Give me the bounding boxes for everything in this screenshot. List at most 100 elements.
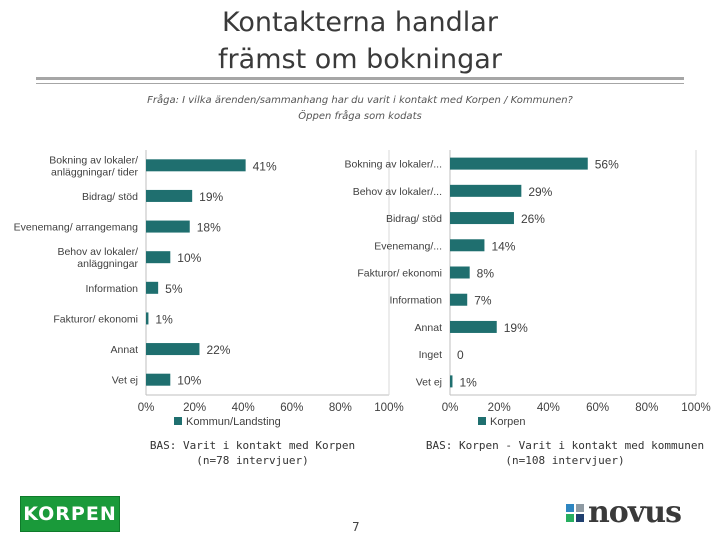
bar bbox=[146, 189, 193, 202]
legend-swatch bbox=[174, 417, 182, 425]
chart-svg: Bokning av lokaler/anläggningar/ tider 41… bbox=[14, 150, 404, 428]
bar bbox=[450, 375, 453, 388]
data-label: 1% bbox=[459, 375, 477, 389]
category-label-line: Evenemang/... bbox=[374, 240, 442, 252]
title-line-2: främst om bokningar bbox=[218, 44, 502, 75]
category-label-line: anläggningar/ tider bbox=[51, 166, 138, 178]
category-label: Information bbox=[389, 295, 442, 307]
tick-label: 20% bbox=[488, 402, 511, 414]
legend-label: Korpen bbox=[490, 416, 525, 428]
question-line-1: Fråga: I vilka ärenden/sammanhang har du… bbox=[147, 95, 573, 106]
category-label-line: Bokning av lokaler/... bbox=[345, 159, 442, 171]
category-label: Evenemang/ arrangemang bbox=[14, 222, 138, 234]
page-title: Kontakterna handlar främst om bokningar bbox=[0, 4, 720, 78]
bar bbox=[450, 212, 514, 225]
data-label: 1% bbox=[155, 312, 173, 326]
data-label: 56% bbox=[595, 158, 619, 172]
tick-label: 60% bbox=[586, 402, 609, 414]
data-label: 19% bbox=[199, 190, 223, 204]
data-label: 22% bbox=[206, 343, 230, 357]
data-label: 19% bbox=[504, 321, 528, 335]
category-label-line: Annat bbox=[111, 344, 139, 356]
category-label-line: Bokning av lokaler/ bbox=[49, 154, 138, 166]
bar bbox=[146, 373, 171, 386]
category-label-line: Information bbox=[85, 283, 138, 295]
title-rule-thin bbox=[36, 83, 684, 84]
category-label: Bidrag/ stöd bbox=[82, 191, 138, 203]
tick-label: 40% bbox=[537, 402, 560, 414]
tick-label: 60% bbox=[280, 402, 303, 414]
category-label: Fakturor/ ekonomi bbox=[357, 268, 442, 280]
question-line-2: Öppen fråga som kodats bbox=[298, 111, 422, 122]
category-label-line: Evenemang/ arrangemang bbox=[14, 222, 138, 234]
chart-svg: Bokning av lokaler/... 56% Behov av lokale… bbox=[345, 150, 711, 428]
category-label: Information bbox=[85, 283, 138, 295]
title-rule bbox=[36, 77, 684, 80]
category-label-line: Fakturor/ ekonomi bbox=[53, 313, 138, 325]
category-label-line: Information bbox=[389, 295, 442, 307]
data-label: 7% bbox=[474, 294, 492, 308]
bar bbox=[146, 159, 246, 172]
korpen-logo-text: KORPEN bbox=[23, 503, 117, 525]
korpen-logo: KORPEN bbox=[20, 496, 120, 532]
category-label: Inget bbox=[419, 349, 442, 361]
category-label: Vet ej bbox=[112, 375, 138, 387]
data-label: 18% bbox=[197, 221, 221, 235]
title-line-1: Kontakterna handlar bbox=[222, 7, 498, 38]
novus-dot bbox=[576, 504, 584, 512]
bar bbox=[450, 293, 468, 306]
novus-dot bbox=[566, 514, 574, 522]
category-label-line: Bidrag/ stöd bbox=[386, 213, 442, 225]
tick-label: 80% bbox=[329, 402, 352, 414]
category-label: Behov av lokaler/... bbox=[353, 186, 442, 198]
novus-dot bbox=[566, 504, 574, 512]
bar bbox=[450, 320, 497, 333]
novus-logo-icon bbox=[566, 504, 584, 522]
bar bbox=[146, 312, 149, 325]
category-label-line: Vet ej bbox=[112, 375, 138, 387]
question-text: Fråga: I vilka ärenden/sammanhang har du… bbox=[0, 93, 720, 125]
bar bbox=[146, 220, 190, 233]
base-left-line-1: BAS: Varit i kontakt med Korpen bbox=[149, 439, 356, 452]
tick-label: 0% bbox=[138, 402, 155, 414]
legend-label: Kommun/Landsting bbox=[186, 416, 281, 428]
bar bbox=[450, 239, 485, 252]
category-label-line: Behov av lokaler/... bbox=[353, 186, 442, 198]
category-label: Bokning av lokaler/... bbox=[345, 159, 442, 171]
category-label-line: Bidrag/ stöd bbox=[82, 191, 138, 203]
category-label: Bokning av lokaler/anläggningar/ tider bbox=[49, 154, 138, 178]
category-label-line: Fakturor/ ekonomi bbox=[357, 268, 442, 280]
bar bbox=[450, 266, 470, 279]
category-label-line: anläggningar bbox=[77, 258, 138, 270]
bar bbox=[146, 343, 200, 356]
novus-logo-text: novus bbox=[588, 495, 682, 530]
novus-logo: novus bbox=[566, 495, 682, 530]
tick-label: 100% bbox=[681, 402, 710, 414]
chart-kommun: Bokning av lokaler/anläggningar/ tider 41… bbox=[0, 140, 410, 440]
category-label: Annat bbox=[415, 322, 443, 334]
page-number: 7 bbox=[352, 520, 360, 534]
novus-dot bbox=[576, 514, 584, 522]
category-label: Evenemang/... bbox=[374, 240, 442, 252]
bar bbox=[450, 184, 522, 197]
data-label: 14% bbox=[491, 239, 515, 253]
category-label-line: Behov av lokaler/ bbox=[57, 246, 138, 258]
data-label: 26% bbox=[521, 212, 545, 226]
category-label: Fakturor/ ekonomi bbox=[53, 313, 138, 325]
bar bbox=[450, 157, 588, 170]
tick-label: 0% bbox=[442, 402, 459, 414]
base-right-line-2: (n=108 intervjuer) bbox=[505, 454, 625, 467]
bar bbox=[146, 251, 171, 264]
data-label: 5% bbox=[165, 282, 183, 296]
tick-label: 40% bbox=[232, 402, 255, 414]
data-label: 0 bbox=[457, 348, 464, 362]
legend-swatch bbox=[478, 417, 486, 425]
data-label: 29% bbox=[528, 185, 552, 199]
category-label-line: Annat bbox=[415, 322, 443, 334]
tick-label: 20% bbox=[183, 402, 206, 414]
tick-label: 100% bbox=[374, 402, 403, 414]
base-left: BAS: Varit i kontakt med Korpen (n=78 in… bbox=[140, 438, 365, 468]
category-label-line: Inget bbox=[419, 349, 442, 361]
base-right-line-1: BAS: Korpen - Varit i kontakt med kommun… bbox=[425, 439, 705, 452]
chart-korpen: Bokning av lokaler/... 56% Behov av lokale… bbox=[340, 140, 711, 440]
